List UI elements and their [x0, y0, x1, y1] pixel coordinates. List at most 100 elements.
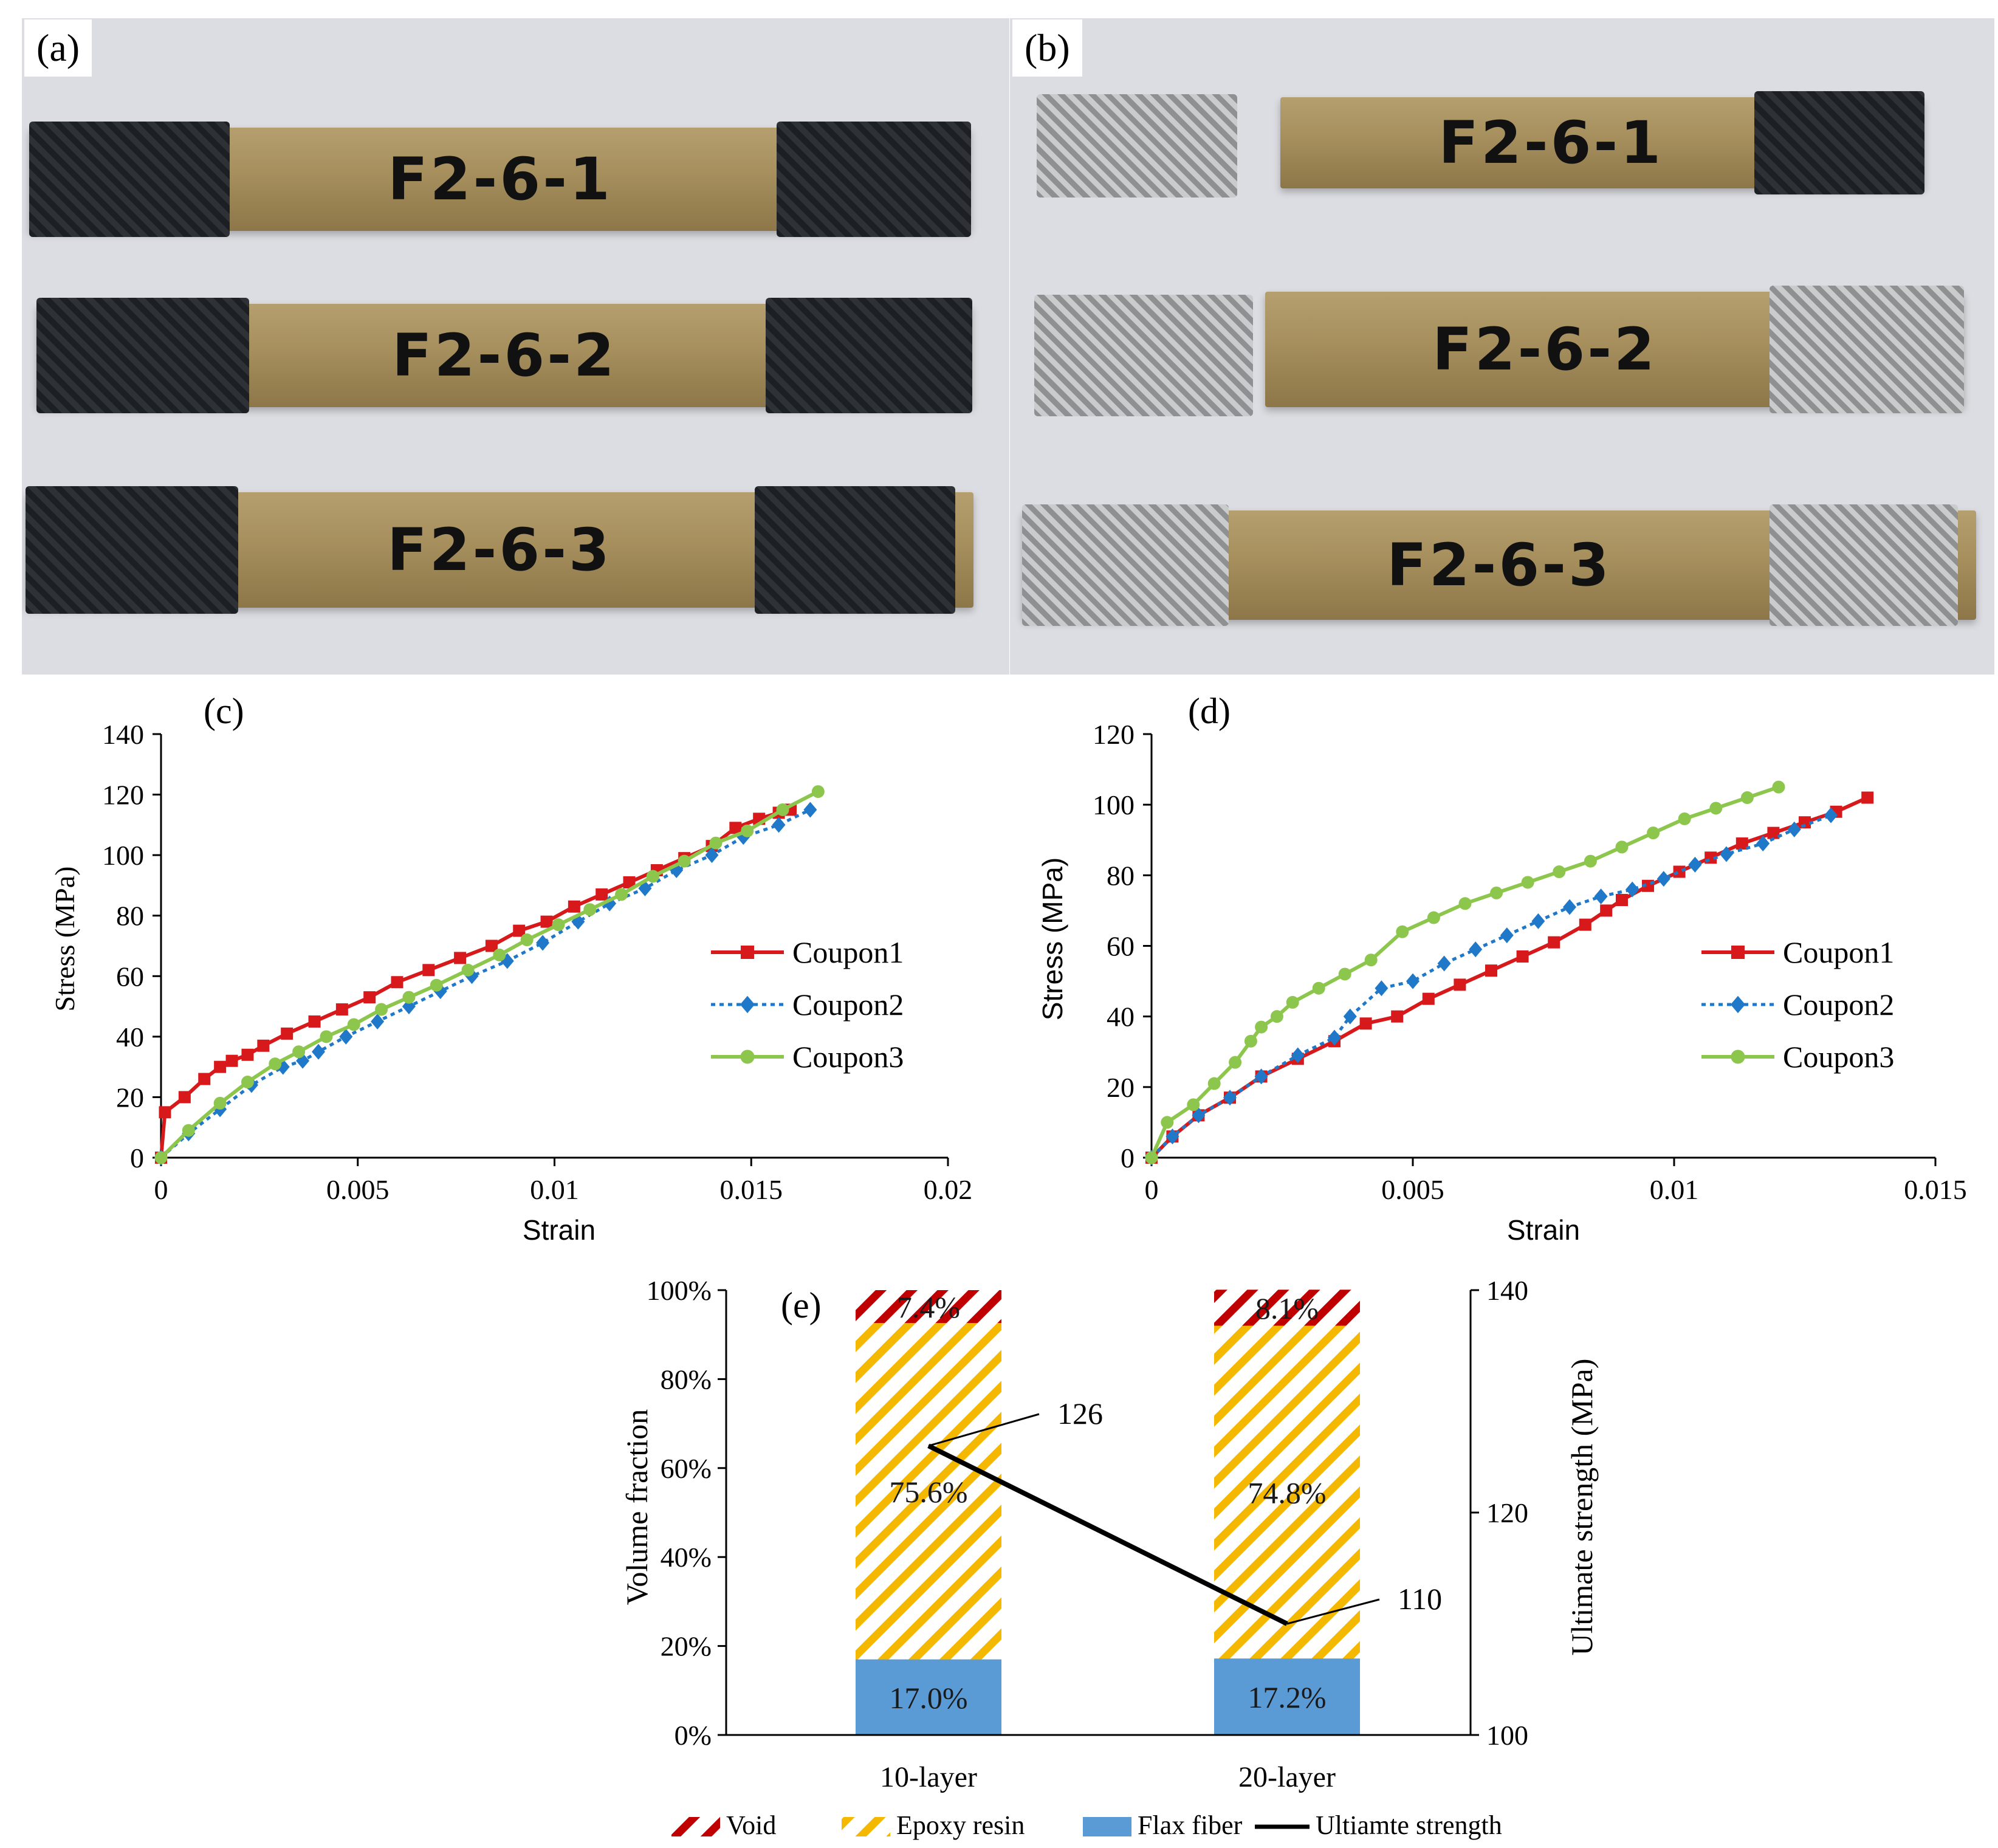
- bar-segment-flax-fiber: [856, 1659, 1001, 1735]
- data-point: [1731, 1049, 1745, 1064]
- data-point: [1286, 995, 1299, 1009]
- data-point: [269, 1057, 282, 1071]
- data-point: [646, 870, 659, 883]
- grip-tab: [777, 122, 971, 237]
- data-point: [1359, 1017, 1372, 1030]
- data-point: [1187, 1098, 1200, 1111]
- data-point: [552, 918, 565, 932]
- series-line-coupon2: [160, 808, 811, 1159]
- x-tick-label: 0: [154, 1174, 168, 1205]
- grip-tab: [29, 122, 230, 237]
- data-point: [178, 1091, 191, 1104]
- category-label: 20-layer: [1238, 1761, 1336, 1793]
- data-point: [1207, 1077, 1221, 1090]
- data-point: [1767, 826, 1780, 839]
- series-line-coupon3: [1150, 785, 1779, 1159]
- legend-label: Ultiamte strength: [1316, 1810, 1502, 1840]
- bar-value-label: 75.6%: [889, 1475, 967, 1509]
- data-point: [281, 1027, 294, 1040]
- grip-tab: [1754, 91, 1924, 194]
- stress-strain-chart-d: (d) Stress (MPa) Strain 0204060801001200…: [1037, 691, 1967, 1246]
- data-point: [1270, 1010, 1283, 1023]
- data-point: [1364, 953, 1378, 967]
- y-tick-label: 100: [102, 840, 144, 871]
- specimen-label: F2-6-2: [392, 321, 617, 390]
- data-point: [1521, 876, 1534, 889]
- data-point: [1673, 865, 1686, 878]
- axes: 0% 20% 40% 60% 80% 100% 100 120 140 10-layer 20-la…: [647, 1275, 1528, 1793]
- data-point: [1223, 1090, 1237, 1106]
- data-point: [1338, 967, 1351, 981]
- data-point: [1343, 1008, 1357, 1025]
- legend-swatch: [671, 1817, 720, 1836]
- x-tick-label: 0.01: [1650, 1174, 1699, 1205]
- y-axis-title: Stress (MPa): [1037, 857, 1068, 1020]
- data-point: [1647, 826, 1660, 840]
- data-point: [154, 1151, 168, 1164]
- legend-label: Coupon3: [1783, 1040, 1894, 1074]
- legend: Void Epoxy resin Flax fiber Ultiamte streng…: [671, 1810, 1502, 1840]
- data-point: [335, 1003, 348, 1016]
- bar-value-label: 17.0%: [889, 1681, 967, 1715]
- data-point: [1579, 918, 1591, 931]
- data-point: [1312, 981, 1325, 995]
- strength-value-label: 126: [1057, 1396, 1103, 1431]
- data-point: [1391, 1010, 1404, 1023]
- data-point: [485, 939, 498, 952]
- bar-value-label: 7.4%: [897, 1290, 960, 1324]
- y2-tick-label: 120: [1486, 1497, 1528, 1528]
- y-tick-label: 140: [102, 719, 144, 750]
- data-point: [213, 1096, 227, 1110]
- data-point: [1255, 1020, 1268, 1034]
- data-point: [740, 1049, 755, 1064]
- bar-value-label: 8.1%: [1255, 1291, 1319, 1325]
- y-tick-label: 20: [116, 1082, 144, 1113]
- data-point: [422, 964, 435, 977]
- data-point: [241, 1076, 254, 1089]
- grip-tab: [36, 298, 249, 413]
- data-point: [493, 948, 506, 961]
- data-point: [1740, 791, 1754, 805]
- y-tick-label: 40: [1107, 1001, 1135, 1032]
- data-point: [1375, 980, 1389, 997]
- y-tick-label: 20: [1107, 1072, 1135, 1103]
- legend: Coupon1 Coupon2 Coupon3: [1701, 935, 1894, 1074]
- specimen-label: F2-6-3: [1387, 531, 1612, 599]
- data-point: [568, 900, 580, 913]
- y-tick-label: 20%: [661, 1631, 712, 1662]
- specimen-strip: F2-6-1: [29, 122, 971, 237]
- data-point: [513, 924, 526, 937]
- volume-fraction-chart-e: (e) Volume fraction Ultimate strength (M…: [620, 1275, 1599, 1840]
- y-tick-label: 120: [1093, 719, 1135, 750]
- data-point: [1787, 821, 1801, 837]
- legend-label: Flax fiber: [1138, 1810, 1243, 1840]
- x-tick-label: 0.005: [326, 1174, 390, 1205]
- data-point: [520, 933, 534, 947]
- x-tick-label: 0: [1145, 1174, 1159, 1205]
- data-point: [182, 1124, 195, 1137]
- data-point: [375, 1003, 388, 1016]
- y2-tick-label: 100: [1486, 1720, 1528, 1751]
- data-point: [729, 822, 742, 834]
- data-point: [312, 1043, 325, 1060]
- y-tick-label: 0: [1121, 1142, 1135, 1173]
- y-tick-label: 60%: [661, 1453, 712, 1484]
- stacked-bars: 17.0% 75.6% 7.4% 17.2% 74.8% 8.1%: [856, 1290, 1360, 1735]
- y2-axis-title: Ultimate strength (MPa): [1565, 1359, 1599, 1656]
- legend-label: Coupon1: [792, 935, 904, 969]
- grip-tab: [26, 486, 238, 614]
- series-line-coupon2: [1150, 814, 1832, 1159]
- plot-series: [1145, 780, 1874, 1166]
- bar-value-label: 74.8%: [1248, 1475, 1326, 1510]
- legend-label: Coupon3: [792, 1040, 904, 1074]
- data-point: [803, 802, 817, 818]
- data-point: [1548, 936, 1560, 949]
- data-point: [709, 836, 723, 850]
- data-point: [225, 1054, 238, 1067]
- data-point: [1458, 897, 1472, 910]
- x-tick-label: 0.015: [720, 1174, 783, 1205]
- data-point: [1594, 888, 1608, 905]
- data-point: [1192, 1107, 1206, 1124]
- y-tick-label: 80%: [661, 1364, 712, 1395]
